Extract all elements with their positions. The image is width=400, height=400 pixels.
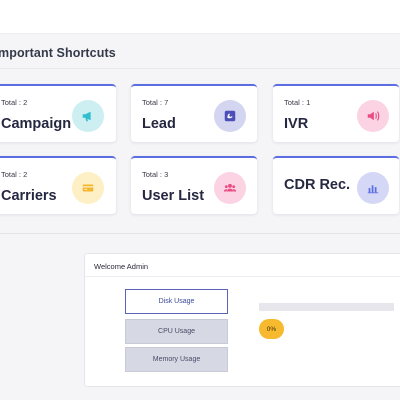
panel-title: Welcome Admin: [94, 262, 149, 271]
shortcut-card-carriers[interactable]: Total : 2 Carriers: [0, 156, 116, 214]
shortcut-card-campaign[interactable]: Total : 2 Campaign: [0, 84, 116, 142]
cpu-usage-button[interactable]: CPU Usage: [125, 319, 228, 344]
card-total: Total : 7: [142, 98, 169, 107]
card-label: CDR Rec.: [284, 177, 351, 193]
card-label: IVR: [284, 116, 309, 132]
card-total: Total : 1: [284, 98, 311, 107]
card-total: Total : 3: [142, 170, 169, 179]
card-total: Total : 2: [1, 98, 28, 107]
content-divider: [0, 233, 400, 234]
usage-progress-bar: [259, 303, 394, 311]
card-icon: [72, 172, 104, 204]
shortcut-card-user-list[interactable]: Total : 3 User List: [131, 156, 257, 214]
speaker-icon: [357, 100, 389, 132]
megaphone-icon: [72, 100, 104, 132]
card-label: User List: [142, 188, 205, 204]
card-label: Carriers: [1, 188, 57, 204]
top-header-bar: [0, 0, 400, 34]
card-label: Lead: [142, 116, 176, 132]
panel-header: Welcome Admin: [85, 254, 400, 277]
bar-chart-icon: [357, 172, 389, 204]
card-label: Campaign: [1, 116, 72, 132]
card-total: Total : 2: [1, 170, 28, 179]
shortcut-card-ivr[interactable]: Total : 1 IVR: [273, 84, 399, 142]
users-icon: [214, 172, 246, 204]
shortcut-card-lead[interactable]: Total : 7 Lead: [131, 84, 257, 142]
section-divider: [0, 68, 400, 69]
shortcut-card-cdr-rec[interactable]: CDR Rec.: [273, 156, 399, 214]
section-title: mportant Shortcuts: [0, 46, 116, 60]
phone-square-icon: [214, 100, 246, 132]
memory-usage-button[interactable]: Memory Usage: [125, 347, 228, 372]
disk-usage-button[interactable]: Disk Usage: [125, 289, 228, 314]
welcome-panel: Welcome Admin Disk Usage CPU Usage Memor…: [84, 253, 400, 387]
usage-percent-badge: 0%: [259, 319, 284, 339]
